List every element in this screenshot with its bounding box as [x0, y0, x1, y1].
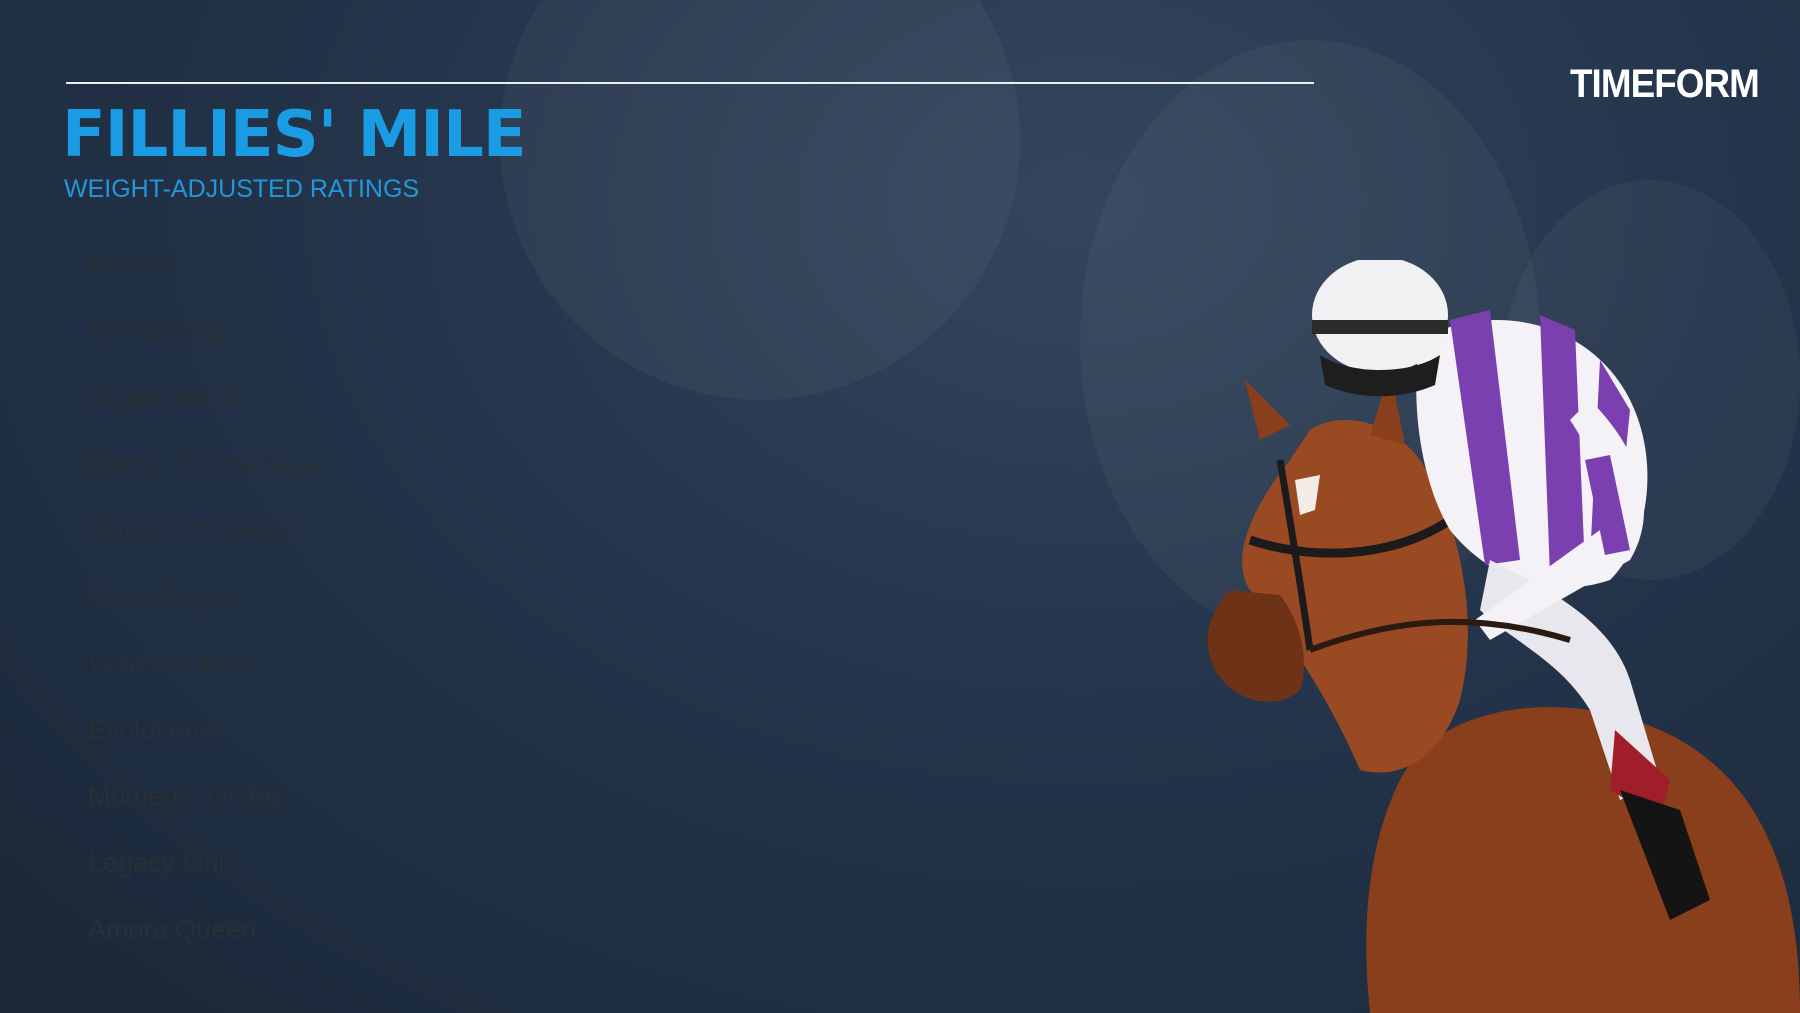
bar-category-label: Composing — [88, 316, 225, 346]
bar-row: Composing117 — [88, 316, 225, 346]
bar-category-label: Sugar Island — [88, 382, 240, 412]
bar-row: Evolutionist104p — [88, 715, 227, 745]
bar-category-label: Moon Target — [88, 582, 238, 612]
bar-row: Venetian Lace105 — [88, 648, 259, 678]
bar-row: Legacy Link99p — [88, 848, 233, 878]
bar-category-label: Precise — [88, 249, 178, 279]
bar-row: Amora Queen92 — [88, 914, 256, 944]
bar-category-label: Venetian Lace — [88, 648, 259, 678]
horse-and-jockey-illustration — [1207, 260, 1800, 1013]
bar-category-label: Legacy Link — [88, 848, 233, 878]
bar-category-label: Moments Of Joy — [88, 781, 285, 811]
bar-category-label: Evolutionist — [88, 715, 227, 745]
bar-row: Dance To The Music109 — [88, 449, 333, 479]
bar-row: Sugar Island110p — [88, 382, 240, 412]
bar-row: Precise122p — [88, 249, 178, 279]
bar-row: Queen Of Hawaii108p — [88, 515, 294, 545]
bar-category-label: Queen Of Hawaii — [88, 515, 294, 545]
timeform-logo: TIMEFORM — [1570, 62, 1760, 106]
chart-title: FILLIES' MILE — [62, 98, 527, 172]
chart-subtitle: WEIGHT-ADJUSTED RATINGS — [64, 175, 420, 203]
background-horse-shape — [500, 0, 1020, 400]
top-divider — [66, 82, 1314, 84]
bar-category-label: Dance To The Music — [88, 449, 333, 479]
bar-category-label: Amora Queen — [88, 914, 256, 944]
bar-row: Moon Target108 — [88, 582, 238, 612]
bar-row: Moments Of Joy103p — [88, 781, 285, 811]
